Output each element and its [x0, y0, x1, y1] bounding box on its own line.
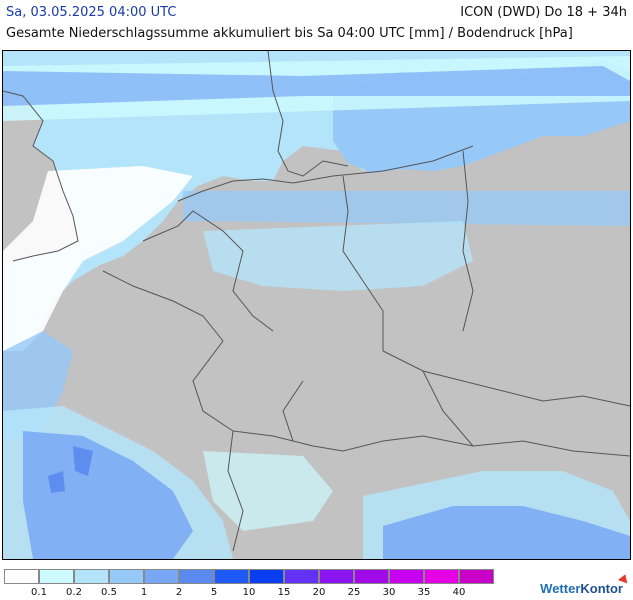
legend-swatch: [389, 569, 424, 584]
legend-tick-label: 40: [452, 587, 466, 598]
legend-swatch: [109, 569, 144, 584]
precip-area-swiss: [203, 451, 333, 531]
germany-west-border: [342, 175, 384, 351]
legend-swatch: [354, 569, 389, 584]
legend: 0.1 0.2 0.5 1 2 5 10 15 20 25 30 35 40: [4, 569, 504, 598]
legend-swatch: [214, 569, 249, 584]
uk-coast: [3, 90, 79, 262]
map-header: Sa, 03.05.2025 04:00 UTC ICON (DWD) Do 1…: [0, 0, 633, 48]
logo-part-1: Wetter: [540, 581, 581, 596]
legend-swatch: [424, 569, 459, 584]
legend-swatch: [4, 569, 39, 584]
precip-band-north-strong: [3, 66, 630, 106]
map-canvas: [3, 51, 630, 559]
legend-swatch: [249, 569, 284, 584]
logo-part-2: Kontor: [580, 581, 623, 596]
legend-tick-label: 2: [175, 587, 183, 598]
austria-inner: [422, 370, 474, 447]
legend-swatch: [284, 569, 319, 584]
legend-swatch: [74, 569, 109, 584]
france-border: [102, 270, 234, 432]
legend-tick-label: 10: [242, 587, 256, 598]
dry-zone: [3, 166, 193, 351]
map-subtitle: Gesamte Niederschlagssumme akkumuliert b…: [6, 26, 573, 41]
precip-area-alps-strong: [383, 506, 630, 559]
legend-tick-label: 5: [210, 587, 218, 598]
legend-tick-label: 0.1: [31, 587, 47, 598]
bavaria-inner: [282, 380, 304, 442]
country-borders: [3, 51, 630, 552]
precip-area-germany-north: [203, 221, 473, 291]
precipitation-layer: [3, 56, 630, 559]
north-coast: [177, 145, 474, 202]
legend-swatch: [144, 569, 179, 584]
valid-time: Sa, 03.05.2025 04:00 UTC: [6, 5, 177, 20]
denmark-coast: [267, 51, 349, 177]
precip-core-1: [73, 446, 93, 476]
legend-tick-label: 1: [140, 587, 148, 598]
legend-tick-label: 30: [382, 587, 396, 598]
legend-tick-label: 0.5: [101, 587, 117, 598]
germany-poland-border: [462, 150, 474, 332]
model-run: ICON (DWD) Do 18 + 34h: [460, 5, 627, 20]
legend-tick-label: 15: [277, 587, 291, 598]
legend-swatch: [39, 569, 74, 584]
wetterkontor-logo: WetterKontor: [540, 581, 623, 596]
legend-tick-label: 20: [312, 587, 326, 598]
legend-tick-label: 35: [417, 587, 431, 598]
precipitation-map[interactable]: [2, 50, 631, 560]
legend-swatch: [459, 569, 494, 584]
netherlands-belgium-border: [142, 210, 274, 332]
legend-tick-label: 25: [347, 587, 361, 598]
legend-swatch: [179, 569, 214, 584]
precip-area-southwest-strong: [23, 431, 193, 559]
legend-tick-label: 0.2: [66, 587, 82, 598]
swiss-border: [227, 430, 244, 552]
precip-core-2: [48, 471, 65, 493]
legend-swatch: [319, 569, 354, 584]
precip-band-central: [183, 191, 630, 226]
